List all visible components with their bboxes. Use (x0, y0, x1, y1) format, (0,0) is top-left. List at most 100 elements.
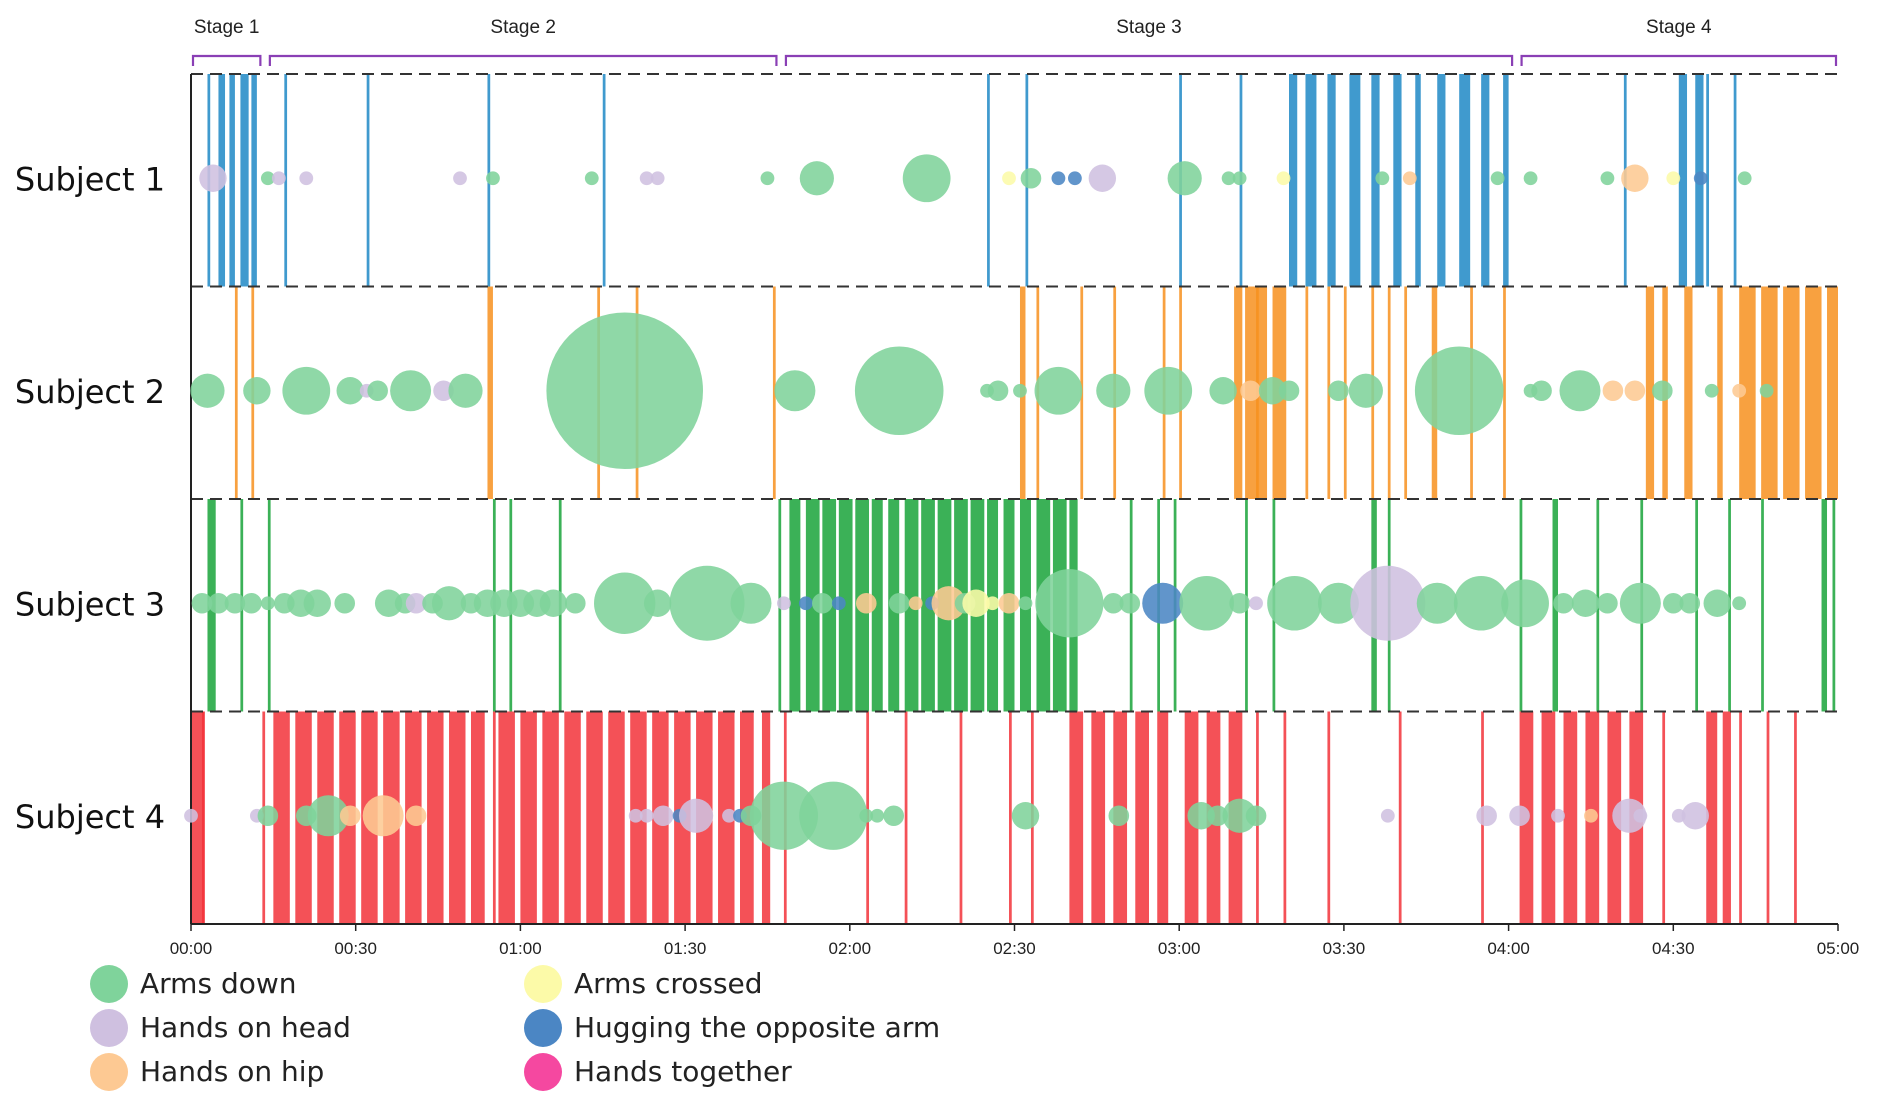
posture-bubble (902, 154, 951, 203)
posture-bubble (257, 805, 279, 827)
posture-bubble (339, 805, 361, 827)
activity-bar (366, 74, 370, 287)
posture-bubble (367, 380, 388, 402)
activity-bar (1459, 74, 1471, 287)
posture-bubble (855, 592, 877, 614)
subject-label: Subject 3 (15, 585, 165, 623)
posture-bubble (1051, 171, 1066, 186)
posture-bubble (1600, 171, 1615, 186)
x-tick-label: 00:30 (334, 939, 377, 958)
posture-bubble (1222, 798, 1257, 833)
activity-bar (564, 711, 581, 924)
stage-label: Stage 4 (1646, 17, 1712, 38)
x-tick-label: 01:30 (664, 939, 707, 958)
posture-bubble (594, 572, 656, 634)
posture-bubble (1240, 380, 1261, 402)
posture-bubble (1245, 805, 1267, 827)
activity-bar (1684, 286, 1693, 499)
posture-bubble (260, 596, 275, 611)
posture-bubble (190, 373, 225, 408)
posture-bubble (883, 805, 905, 827)
activity-bar (240, 74, 249, 287)
posture-bubble (812, 592, 833, 614)
activity-bar (201, 711, 205, 924)
posture-bubble (678, 798, 714, 833)
stage-brackets: Stage 1 Stage 2 Stage 3 Stage 4 (191, 17, 1838, 66)
legend-label: Hands on hip (140, 1055, 324, 1088)
activity-bar (602, 74, 606, 287)
activity-bar (1805, 286, 1822, 499)
activity-bar (492, 711, 496, 924)
posture-bubble (546, 312, 704, 470)
posture-bubble (390, 370, 432, 412)
stage-bracket (191, 54, 262, 66)
activity-bar (959, 711, 963, 924)
posture-bubble (1652, 380, 1673, 402)
posture-bubble (1229, 592, 1250, 614)
posture-bubble (1414, 346, 1504, 436)
activity-bar (498, 711, 515, 924)
posture-bubble (1108, 805, 1130, 827)
posture-bubble (241, 592, 262, 614)
posture-bubble (1501, 579, 1549, 628)
activity-bar (1821, 499, 1828, 712)
posture-bubble (303, 589, 331, 617)
activity-bar (1157, 711, 1169, 924)
x-tick-label: 01:00 (499, 939, 542, 958)
activity-bar (449, 711, 466, 924)
posture-bubble (1666, 171, 1681, 186)
posture-bubble (565, 592, 586, 614)
posture-bubble (1559, 370, 1601, 412)
subject-label: Subject 2 (15, 373, 165, 411)
posture-bubble (486, 171, 500, 186)
activity-bar (1766, 711, 1770, 924)
activity-bar (1135, 711, 1150, 924)
posture-bubble (1249, 596, 1263, 611)
activity-bar (1481, 74, 1490, 287)
x-tick-label: 05:00 (1817, 939, 1860, 958)
legend-label: Hugging the opposite arm (574, 1011, 940, 1044)
posture-bubble (1531, 380, 1552, 402)
posture-bubble (870, 808, 885, 823)
subject-labels: Subject 1 Subject 2 Subject 3 Subject 4 (15, 160, 165, 836)
posture-bubble (1732, 383, 1747, 398)
posture-bubble (1013, 383, 1027, 398)
activity-bar (1761, 499, 1764, 712)
activity-bar (1437, 74, 1446, 287)
posture-bubble (1621, 164, 1649, 192)
posture-bubble (1209, 377, 1237, 405)
posture-bubble (1096, 373, 1131, 408)
posture-bubble (184, 808, 198, 823)
x-tick-label: 02:30 (993, 939, 1036, 958)
x-tick-label: 03:30 (1323, 939, 1366, 958)
stage-label: Stage 3 (1116, 17, 1182, 38)
posture-bubble (888, 592, 910, 614)
posture-bubble (1509, 805, 1530, 827)
activity-bar (1289, 74, 1298, 287)
posture-bubble (448, 373, 483, 408)
posture-bubble (362, 795, 404, 837)
posture-bubble (1221, 171, 1236, 186)
legend-swatch (90, 965, 128, 1003)
posture-bubble (1663, 592, 1684, 614)
activity-bar (1283, 711, 1287, 924)
posture-bubble (1704, 383, 1719, 398)
activity-bar (1009, 711, 1012, 924)
posture-bubble (799, 161, 834, 196)
posture-bubble (1476, 805, 1497, 827)
posture-bubble (650, 171, 665, 186)
posture-bubble (1002, 171, 1016, 186)
posture-bubble (985, 596, 1000, 611)
activity-bar (1678, 74, 1688, 287)
posture-bubble (1681, 802, 1709, 830)
posture-bubbles (184, 154, 1774, 850)
posture-bubble (1453, 575, 1509, 631)
stage-bracket (1520, 54, 1838, 66)
posture-bubble (908, 596, 923, 611)
activity-bar (191, 711, 205, 924)
legend-swatch (90, 1009, 128, 1047)
legend-swatch (90, 1053, 128, 1091)
activity-bar (772, 286, 776, 499)
posture-bubble (1402, 171, 1417, 186)
posture-bubble (260, 171, 275, 186)
